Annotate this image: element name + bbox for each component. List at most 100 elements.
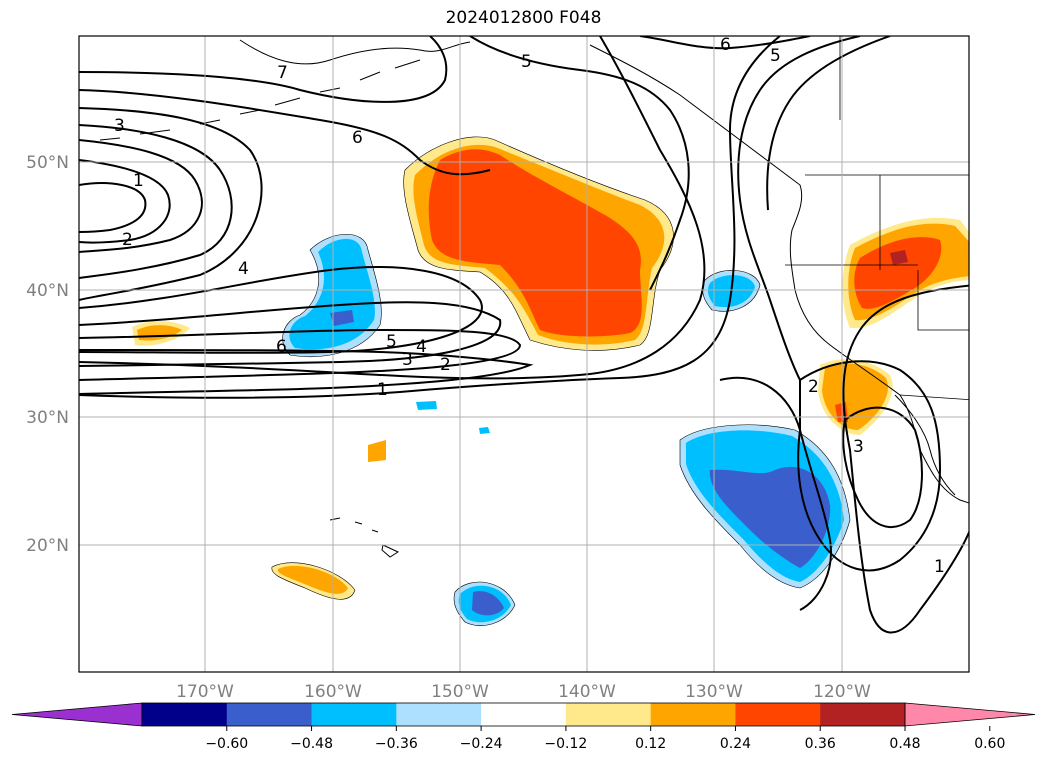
contour-line-1 [79, 182, 147, 233]
colorbar-extend-high [904, 702, 1036, 727]
lat-label: 50°N [26, 153, 69, 173]
contour-labels: 7 5 6 5 3 1 6 2 4 6 5 4 3 2 1 2 3 1 [114, 35, 945, 577]
coastlines [99, 39, 969, 558]
anomaly-fill-blue-northwest [289, 238, 375, 350]
contour-lines [79, 36, 969, 634]
colorbar-tick-label: −0.48 [290, 736, 333, 752]
anomaly-fill-orange-southwest [277, 565, 348, 594]
contour-line-4-band [79, 328, 522, 381]
contour-label: 5 [770, 46, 781, 66]
anomaly-fill-blue-small-1 [416, 401, 437, 410]
contour-label: 1 [934, 557, 945, 577]
political-borders [785, 36, 969, 401]
colorbar-segment [396, 703, 482, 726]
anomaly-fill-blue-small-2 [479, 427, 490, 434]
colorbar-tick-label: 0.60 [974, 736, 1005, 752]
contour-line-2 [79, 159, 171, 244]
contour-line-6-northwest [79, 89, 491, 176]
contour-line-2-loop [797, 360, 942, 572]
contour-label: 1 [377, 380, 388, 400]
colorbar-extend-low [11, 702, 143, 727]
lon-label: 150°W [431, 682, 489, 702]
colorbar-tick-label: −0.12 [544, 736, 587, 752]
anomaly-fill-dark-red-east [890, 250, 908, 265]
lon-label: 120°W [813, 682, 871, 702]
contour-label: 7 [277, 63, 288, 83]
contour-label: 2 [808, 377, 819, 397]
map-area: 7 5 6 5 3 1 6 2 4 6 5 4 3 2 1 2 3 1 [79, 35, 969, 672]
latitude-labels: 50°N 40°N 30°N 20°N [26, 153, 69, 556]
colorbar-tick-label: 0.36 [805, 736, 836, 752]
contour-line-1-south [719, 376, 832, 611]
map-title: 2024012800 F048 [445, 8, 602, 28]
lon-label: 140°W [558, 682, 616, 702]
longitude-labels: 170°W 160°W 150°W 140°W 130°W 120°W [176, 682, 871, 702]
contour-label: 5 [386, 332, 397, 352]
contour-line-6-loop [79, 266, 483, 354]
contour-line-4 [79, 124, 233, 279]
contour-line-2-band [79, 36, 706, 380]
colorbar-segment [481, 703, 567, 726]
hawaii-islands [329, 517, 400, 558]
contour-label: 4 [416, 337, 427, 357]
north-america-west-coast [589, 44, 969, 504]
colorbar: −0.60 −0.48 −0.36 −0.24 −0.12 0.12 0.24 0.36 0.4… [11, 702, 1036, 752]
negative-anomaly-regions [282, 234, 850, 626]
lat-label: 40°N [26, 281, 69, 301]
contour-line-3-loop [842, 406, 923, 529]
anomaly-fill-red-orange-east [854, 237, 942, 309]
contour-line-1-east [842, 284, 969, 634]
baja-california [894, 394, 956, 496]
colorbar-segment [311, 703, 397, 726]
anomaly-fill-medium-blue-southeast [709, 466, 831, 568]
contour-line-6-east [639, 36, 811, 50]
anomaly-outlines [271, 136, 851, 626]
lat-label: 20°N [26, 536, 69, 556]
contour-label: 4 [238, 259, 249, 279]
alaska-coastline [239, 39, 471, 65]
contour-line-3-band [79, 349, 534, 395]
state-borders [785, 36, 969, 331]
colorbar-segment [226, 703, 313, 726]
lon-label: 160°W [304, 682, 362, 702]
contour-line-1-band [79, 36, 781, 399]
contour-line-5-north [469, 36, 690, 291]
colorbar-tick-label: 0.48 [889, 736, 920, 752]
contour-label: 1 [133, 171, 144, 191]
colorbar-segment [650, 703, 736, 726]
contour-label: 2 [122, 230, 133, 250]
colorbar-frame [141, 702, 906, 727]
colorbar-tick-label: −0.24 [460, 736, 503, 752]
colorbar-tick-label: −0.60 [205, 736, 248, 752]
anomaly-fill-medium-blue-northwest [330, 310, 354, 326]
anomaly-fill-medium-blue-south [472, 591, 504, 616]
contour-label: 6 [352, 128, 363, 148]
colorbar-segment [735, 703, 821, 726]
contour-label: 6 [276, 337, 287, 357]
contour-label: 6 [720, 35, 731, 55]
contour-label: 2 [440, 355, 451, 375]
colorbar-tick-label: 0.24 [720, 736, 751, 752]
contour-line-5-band [79, 301, 502, 367]
contour-line-3 [79, 139, 203, 253]
lat-label: 30°N [26, 408, 69, 428]
colorbar-tick-label: −0.36 [375, 736, 418, 752]
contour-label: 3 [853, 437, 864, 457]
anomaly-fill-small-orange [368, 440, 386, 462]
colorbar-segment [565, 703, 652, 726]
contour-label: 5 [521, 52, 532, 72]
contour-label: 3 [114, 116, 125, 136]
lon-label: 130°W [685, 682, 743, 702]
anomaly-fill-red-orange [428, 149, 642, 337]
graticule [79, 36, 969, 672]
lon-label: 170°W [176, 682, 234, 702]
contour-line-4-east [766, 36, 891, 211]
colorbar-segment [820, 703, 906, 726]
aleutian-islands [99, 59, 421, 141]
contour-label: 3 [402, 350, 413, 370]
colorbar-tick-label: 0.12 [635, 736, 666, 752]
contour-line-7-northwest [79, 36, 448, 103]
contour-line-5-east [737, 36, 861, 381]
colorbar-segment [142, 703, 228, 726]
